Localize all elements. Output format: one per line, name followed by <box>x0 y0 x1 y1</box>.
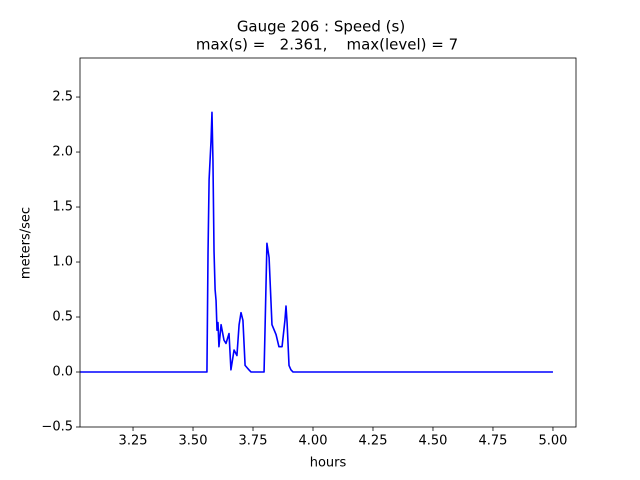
plot-frame <box>79 57 577 428</box>
x-tick-label: 3.25 <box>119 434 148 449</box>
x-tick-label: 5.00 <box>538 434 567 449</box>
y-tick-label: 0.0 <box>52 365 73 380</box>
x-tick-label: 4.25 <box>359 434 388 449</box>
x-tick-label: 4.50 <box>419 434 448 449</box>
y-axis-label: meters/sec <box>19 207 34 279</box>
y-tick-label: −0.5 <box>41 420 73 435</box>
y-tick-label: 2.5 <box>52 90 73 105</box>
y-tick-label: 1.5 <box>52 200 73 215</box>
x-tick-label: 4.00 <box>299 434 328 449</box>
data-line <box>80 111 553 373</box>
y-tick-label: 2.0 <box>52 145 73 160</box>
y-tick-label: 0.5 <box>52 310 73 325</box>
x-axis-label: hours <box>310 456 347 471</box>
x-tick-label: 3.50 <box>179 434 208 449</box>
chart-subtitle: max(s) = 2.361, max(level) = 7 <box>196 36 458 54</box>
x-tick-label: 4.75 <box>478 434 507 449</box>
y-tick-label: 1.0 <box>52 255 73 270</box>
chart-title: Gauge 206 : Speed (s) <box>237 18 405 36</box>
x-tick-label: 3.75 <box>239 434 268 449</box>
